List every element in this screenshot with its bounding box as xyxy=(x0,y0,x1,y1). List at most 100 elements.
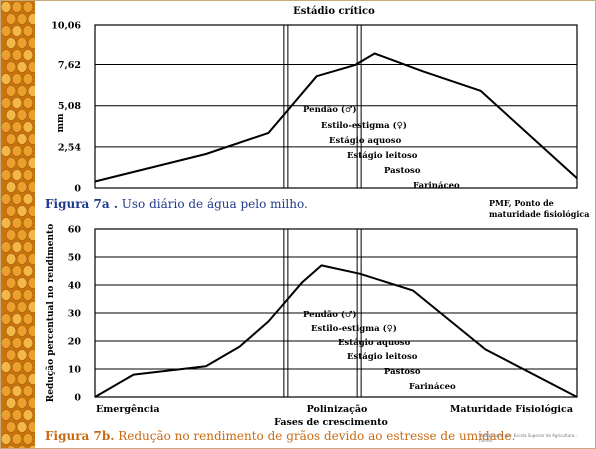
corn-kernel xyxy=(27,229,35,241)
y-tick-label-a: 10,06 xyxy=(51,21,81,32)
x-category-maturidade: Maturidade Fisiológica xyxy=(450,404,573,415)
corn-kernel xyxy=(22,313,34,325)
y-axis-label-a: mm xyxy=(56,113,66,133)
phase-pendao-top: Pendão (♂) xyxy=(303,104,357,115)
phase-aquoso-top: Estágio aquoso xyxy=(329,135,402,146)
chart-yield-reduction: 0 10 20 30 40 50 60 Redução percentual no rendi… xyxy=(45,224,578,404)
corn-kernel xyxy=(22,169,34,181)
corn-kernel xyxy=(27,181,35,193)
corn-kernel xyxy=(27,421,35,433)
pmf-note-line2: maturidade fisiológica xyxy=(489,209,589,219)
corn-kernel xyxy=(22,25,34,37)
plot-frame-b xyxy=(94,228,578,398)
corn-kernel xyxy=(22,145,34,157)
corn-kernel xyxy=(5,205,17,217)
corn-kernel xyxy=(1,217,12,229)
caption-a-prefix: Figura 7a . xyxy=(45,197,118,211)
y-tick-label-a: 5,08 xyxy=(58,101,82,112)
corn-kernel xyxy=(5,277,17,289)
y-tick-label-a: 2,54 xyxy=(58,142,82,153)
corn-kernel xyxy=(11,25,23,37)
y-tick-label-b: 30 xyxy=(68,309,82,320)
corn-kernel xyxy=(27,157,35,169)
corn-kernel xyxy=(1,25,12,37)
corn-kernel xyxy=(27,37,35,49)
corn-kernel xyxy=(16,61,28,73)
corn-kernel xyxy=(16,349,28,361)
plot-frame-a xyxy=(94,24,578,189)
corn-kernel xyxy=(27,325,35,337)
corn-kernel xyxy=(22,385,34,397)
y-axis-label-b: Redução percentual no rendimento xyxy=(45,224,56,402)
corn-kernel xyxy=(11,145,23,157)
corn-kernel xyxy=(22,265,34,277)
chart-water-use: 0 2,54 5,08 7,62 10,06 mm xyxy=(51,21,578,195)
corn-kernel xyxy=(1,433,12,445)
corn-kernel xyxy=(27,373,35,385)
corn-kernel xyxy=(1,193,12,205)
phase-estilo-top: Estilo-estigma (♀) xyxy=(321,120,407,131)
corn-kernel xyxy=(22,241,34,253)
corn-kernel xyxy=(1,97,12,109)
corn-kernel xyxy=(5,421,17,433)
phase-farinaceo-bottom: Farináceo xyxy=(409,381,456,392)
data-line-b xyxy=(94,264,578,398)
phase-aquoso-bottom: Estágio aquoso xyxy=(338,337,411,348)
corn-kernel-strip xyxy=(1,1,35,448)
corn-kernel xyxy=(5,61,17,73)
x-category-emergencia: Emergência xyxy=(96,404,160,415)
corn-kernel xyxy=(1,1,12,13)
corn-kernel xyxy=(16,301,28,313)
corn-kernel xyxy=(16,157,28,169)
corn-kernel xyxy=(27,85,35,97)
corn-kernel xyxy=(1,313,12,325)
corn-kernel xyxy=(1,265,12,277)
y-tick-label-b: 60 xyxy=(68,225,82,236)
corn-kernel xyxy=(16,253,28,265)
corn-kernel xyxy=(16,277,28,289)
corn-kernel xyxy=(16,397,28,409)
corn-kernel xyxy=(5,85,17,97)
corn-kernel xyxy=(22,97,34,109)
corn-kernel xyxy=(6,445,16,448)
corn-kernel xyxy=(28,445,35,448)
corn-kernel xyxy=(11,217,23,229)
phase-leitoso-top: Estágio leitoso xyxy=(347,150,418,161)
corn-kernel xyxy=(22,193,34,205)
corn-kernel xyxy=(16,421,28,433)
corn-kernel xyxy=(27,109,35,121)
corn-kernel xyxy=(16,85,28,97)
corn-kernel xyxy=(1,73,12,85)
y-tick-label-a: 7,62 xyxy=(58,60,81,71)
corn-kernel xyxy=(1,385,12,397)
data-line-a xyxy=(94,52,578,183)
corn-kernel xyxy=(17,445,27,448)
y-tick-label-b: 10 xyxy=(68,365,82,376)
corn-kernel xyxy=(16,205,28,217)
corn-kernel xyxy=(22,217,34,229)
corn-kernel xyxy=(16,133,28,145)
corn-kernel xyxy=(5,301,17,313)
corn-kernel xyxy=(11,1,23,13)
corn-kernel xyxy=(27,253,35,265)
corn-kernel xyxy=(11,241,23,253)
corn-kernel xyxy=(5,229,17,241)
corn-kernel xyxy=(22,1,34,13)
corn-kernel xyxy=(5,325,17,337)
corn-kernel xyxy=(22,121,34,133)
corn-kernel xyxy=(11,409,23,421)
phase-labels-top: Pendão (♂) Estilo-estigma (♀) Estágio aq… xyxy=(303,104,460,191)
corn-kernel xyxy=(1,337,12,349)
corn-kernel xyxy=(11,433,23,445)
corn-kernel xyxy=(22,361,34,373)
corn-kernel xyxy=(22,433,34,445)
caption-b-prefix: Figura 7b. xyxy=(45,429,115,443)
corn-kernel xyxy=(22,49,34,61)
corn-kernel xyxy=(5,349,17,361)
corn-kernel xyxy=(27,301,35,313)
caption-b-text: Redução no rendimento de grãos devido ao… xyxy=(114,429,516,443)
phase-farinaceo-top: Farináceo xyxy=(413,180,460,191)
caption-figure-7a: Figura 7a . Uso diário de água pelo milh… xyxy=(45,197,308,211)
corn-kernel xyxy=(27,349,35,361)
